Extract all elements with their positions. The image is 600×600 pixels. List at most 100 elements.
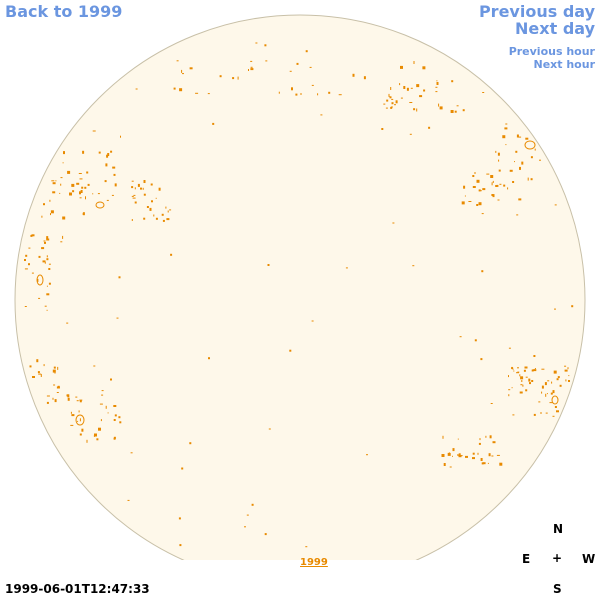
- contour-speck: [85, 196, 86, 200]
- contour-speck: [82, 212, 85, 216]
- contour-speck: [435, 91, 438, 93]
- previous-day-link[interactable]: Previous day: [478, 2, 595, 21]
- contour-speck: [400, 65, 403, 69]
- contour-speck: [92, 130, 96, 132]
- contour-speck: [512, 181, 515, 183]
- contour-speck: [24, 259, 26, 261]
- contour-speck: [508, 375, 509, 378]
- contour-speck: [498, 159, 500, 162]
- contour-speck: [86, 171, 89, 174]
- contour-speck: [56, 392, 59, 393]
- contour-speck: [409, 133, 412, 135]
- contour-speck: [46, 285, 48, 287]
- observation-timestamp: 1999-06-01T12:47:33: [5, 582, 150, 596]
- contour-speck: [328, 91, 331, 94]
- contour-speck: [530, 178, 533, 181]
- contour-speck: [485, 435, 487, 438]
- contour-speck: [146, 206, 149, 208]
- contour-speck: [519, 391, 523, 394]
- previous-hour-link[interactable]: Previous hour: [508, 45, 595, 58]
- contour-speck: [530, 156, 533, 159]
- contour-speck: [246, 514, 249, 516]
- contour-speck: [41, 215, 43, 218]
- contour-speck: [78, 173, 82, 174]
- contour-speck: [338, 94, 342, 96]
- contour-speck: [528, 378, 531, 382]
- contour-speck: [499, 462, 503, 466]
- contour-speck: [460, 455, 463, 457]
- contour-speck: [482, 92, 485, 93]
- contour-speck: [476, 179, 480, 183]
- contour-speck: [113, 419, 116, 421]
- back-to-year-link[interactable]: Back to 1999: [5, 2, 123, 21]
- contour-speck: [438, 103, 440, 107]
- contour-speck: [46, 395, 50, 397]
- contour-speck: [390, 87, 392, 90]
- contour-speck: [40, 374, 42, 377]
- contour-speck: [46, 238, 50, 241]
- contour-speck: [179, 88, 183, 92]
- contour-speck: [169, 209, 172, 211]
- contour-speck: [345, 267, 348, 269]
- contour-speck: [392, 222, 395, 224]
- contour-speck: [463, 185, 466, 189]
- contour-speck: [557, 376, 560, 379]
- contour-speck: [119, 421, 122, 424]
- contour-speck: [167, 210, 169, 213]
- contour-speck: [43, 364, 45, 367]
- contour-speck: [512, 414, 515, 416]
- next-hour-link[interactable]: Next hour: [533, 58, 596, 71]
- next-day-link[interactable]: Next day: [515, 19, 595, 38]
- contour-speck: [564, 369, 568, 372]
- contour-speck: [134, 201, 137, 204]
- contour-speck: [317, 93, 319, 96]
- contour-speck: [289, 70, 292, 72]
- solar-disc: [14, 14, 586, 560]
- contour-speck: [53, 366, 56, 369]
- contour-speck: [79, 433, 82, 436]
- contour-speck: [106, 154, 109, 158]
- contour-speck: [399, 83, 401, 86]
- contour-speck: [131, 186, 134, 189]
- contour-speck: [30, 234, 33, 237]
- contour-speck: [179, 544, 182, 547]
- contour-speck: [79, 400, 82, 403]
- contour-speck: [545, 412, 548, 414]
- contour-speck: [38, 373, 42, 375]
- contour-speck: [70, 411, 72, 414]
- contour-speck: [75, 396, 78, 398]
- contour-speck: [38, 297, 41, 299]
- contour-speck: [55, 180, 57, 182]
- contour-speck: [114, 183, 117, 187]
- contour-speck: [181, 69, 183, 73]
- contour-speck: [267, 264, 270, 266]
- contour-speck: [539, 159, 541, 161]
- year-link[interactable]: 1999: [300, 557, 328, 568]
- contour-speck: [487, 462, 489, 464]
- contour-speck: [44, 241, 46, 244]
- contour-speck: [113, 173, 116, 176]
- contour-speck: [264, 533, 267, 536]
- contour-speck: [182, 73, 184, 75]
- contour-speck: [492, 441, 496, 444]
- contour-speck: [390, 106, 393, 108]
- contour-speck: [553, 370, 557, 374]
- contour-speck: [533, 355, 536, 357]
- contour-speck: [468, 201, 472, 202]
- contour-speck: [63, 151, 65, 155]
- contour-speck: [515, 150, 518, 153]
- contour-speck: [237, 76, 239, 80]
- contour-speck: [490, 175, 494, 178]
- contour-speck: [250, 68, 254, 71]
- contour-speck: [491, 194, 494, 196]
- contour-speck: [441, 454, 445, 457]
- contour-speck: [84, 186, 87, 189]
- contour-speck: [60, 241, 63, 243]
- contour-speck: [57, 366, 59, 370]
- contour-loop: [95, 201, 105, 209]
- contour-speck: [50, 210, 54, 214]
- contour-speck: [170, 253, 173, 256]
- contour-speck: [140, 187, 142, 190]
- contour-speck: [525, 389, 528, 392]
- contour-speck: [568, 380, 570, 382]
